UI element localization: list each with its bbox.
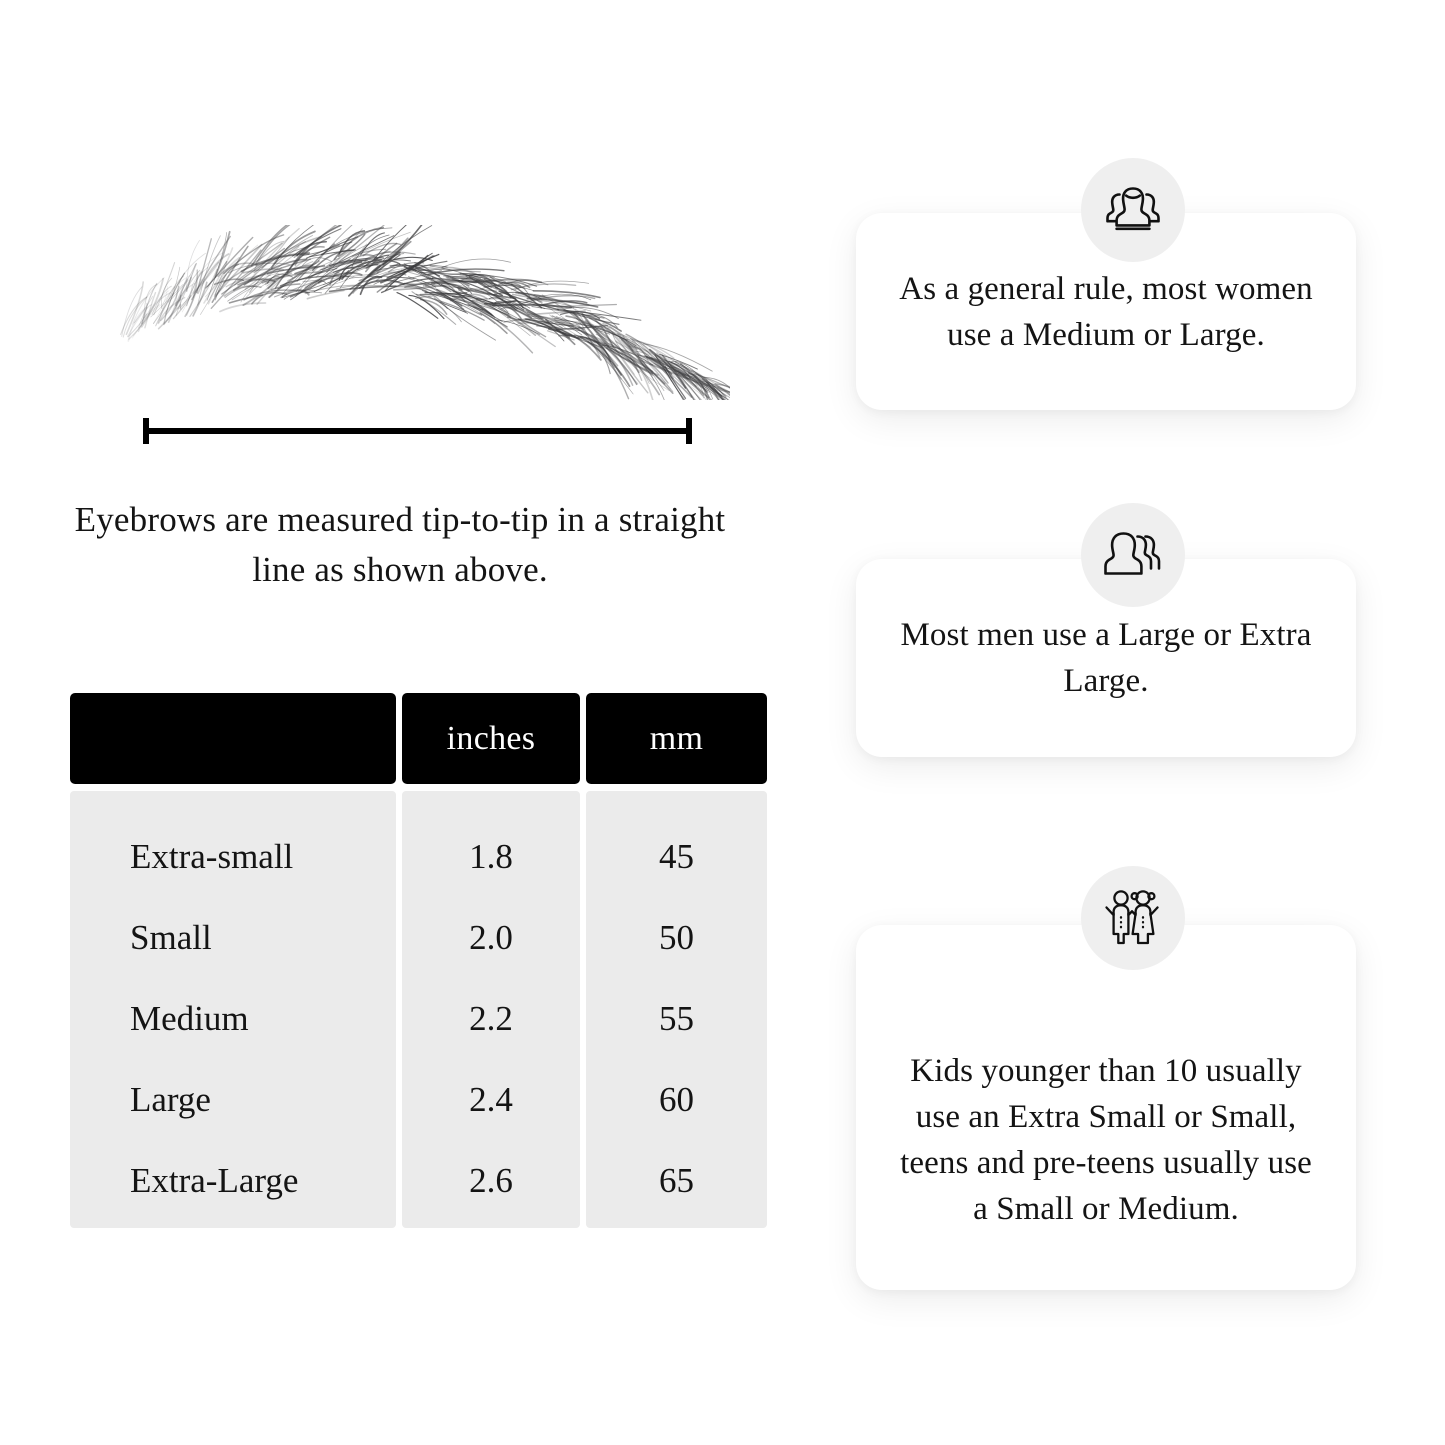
table-column-size: Extra-small Small Medium Large Extra-Lar… [70,693,396,1228]
table-row: Medium [130,998,249,1038]
table-column-inches: inches 1.8 2.0 2.2 2.4 2.6 [402,693,580,1228]
table-row: Extra-Large [130,1160,299,1200]
table-row: Large [130,1079,211,1119]
kids-pair-icon [1080,866,1185,970]
table-row: 60 [659,1079,694,1119]
table-row: Extra-small [130,836,294,876]
measure-cap-right [686,418,692,444]
table-row: 2.6 [469,1160,513,1200]
table-row: 50 [659,917,694,957]
table-row: 1.8 [469,836,513,876]
card-men-text: Most men use a Large or Extra Large. [900,617,1312,699]
table-row: 2.0 [469,917,513,957]
table-row: 45 [659,836,694,876]
table-header-size [70,693,396,784]
measurement-caption: Eyebrows are measured tip-to-tip in a st… [74,500,726,589]
eyebrow-measurement-panel: Eyebrows are measured tip-to-tip in a st… [70,225,767,1228]
eyebrow-hair-illustration [110,225,730,400]
size-table: Extra-small Small Medium Large Extra-Lar… [70,693,767,1228]
card-kids: Kids younger than 10 usually use an Extr… [856,925,1356,1290]
card-kids-text: Kids younger than 10 usually use an Extr… [900,1052,1312,1227]
table-body-mm: 45 50 55 60 65 [586,791,767,1228]
measurement-bar [143,418,692,444]
card-women: As a general rule, most women use a Medi… [856,213,1356,410]
table-row: 55 [659,998,694,1038]
table-row: 65 [659,1160,694,1200]
card-men: Most men use a Large or Extra Large. [856,559,1356,757]
table-row: 2.4 [469,1079,513,1119]
table-row: 2.2 [469,998,513,1038]
card-women-text: As a general rule, most women use a Medi… [899,270,1313,353]
table-column-mm: mm 45 50 55 60 65 [586,693,767,1228]
table-header-inches: inches [402,693,580,784]
women-group-icon [1080,158,1185,262]
guidance-cards: As a general rule, most women use a Medi… [820,0,1445,1445]
measure-line [143,428,692,434]
table-body-size: Extra-small Small Medium Large Extra-Lar… [70,791,396,1228]
table-row: Small [130,917,212,957]
table-body-inches: 1.8 2.0 2.2 2.4 2.6 [402,791,580,1228]
table-header-mm: mm [586,693,767,784]
men-group-icon [1080,503,1185,607]
